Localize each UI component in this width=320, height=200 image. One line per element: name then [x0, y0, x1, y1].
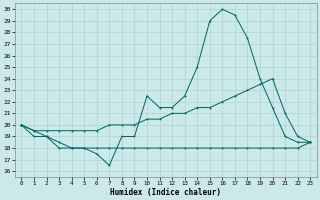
X-axis label: Humidex (Indice chaleur): Humidex (Indice chaleur) [110, 188, 221, 197]
